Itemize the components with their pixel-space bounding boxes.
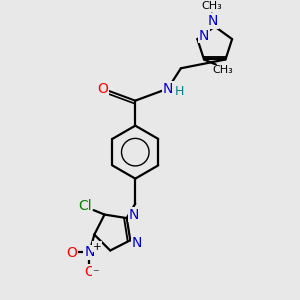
Text: ⁻: ⁻ — [92, 267, 99, 280]
Text: Cl: Cl — [78, 199, 92, 213]
Text: N: N — [131, 236, 142, 250]
Text: N: N — [163, 82, 173, 96]
Text: H: H — [175, 85, 184, 98]
Text: CH₃: CH₃ — [213, 65, 233, 75]
Text: O: O — [84, 265, 95, 279]
Text: N: N — [84, 245, 94, 259]
Text: N: N — [208, 14, 218, 28]
Text: CH₃: CH₃ — [201, 1, 222, 11]
Text: O: O — [98, 82, 108, 96]
Text: O: O — [67, 246, 77, 260]
Text: N: N — [129, 208, 139, 222]
Text: N: N — [199, 28, 209, 43]
Text: +: + — [93, 242, 102, 252]
